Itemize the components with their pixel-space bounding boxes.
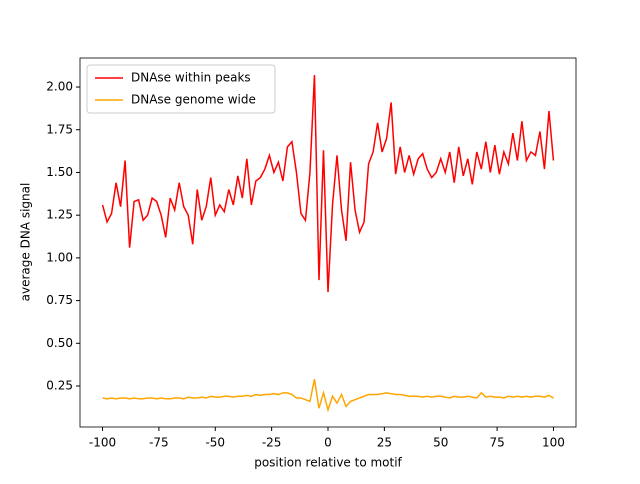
y-axis-label: average DNA signal xyxy=(19,183,33,302)
x-tick-label: -25 xyxy=(262,436,282,450)
y-tick-label: 1.50 xyxy=(46,165,73,179)
x-tick-label: 50 xyxy=(433,436,448,450)
x-tick-label: 75 xyxy=(489,436,504,450)
y-tick-label: 0.75 xyxy=(46,293,73,307)
legend-box xyxy=(86,64,276,114)
y-tick-label: 1.75 xyxy=(46,122,73,136)
y-tick-label: 2.00 xyxy=(46,80,73,94)
y-tick-label: 0.50 xyxy=(46,336,73,350)
x-tick-label: -100 xyxy=(89,436,116,450)
x-tick-label: -50 xyxy=(205,436,225,450)
legend-label: DNAse within peaks xyxy=(131,71,251,85)
x-tick-label: 0 xyxy=(324,436,332,450)
plot-frame xyxy=(79,57,577,428)
y-tick-label: 1.00 xyxy=(46,250,73,264)
data-line xyxy=(102,379,554,413)
x-tick-label: -75 xyxy=(149,436,169,450)
data-line xyxy=(101,75,555,293)
y-tick-label: 0.25 xyxy=(46,379,73,393)
x-tick-label: 25 xyxy=(377,436,392,450)
y-tick-label: 1.25 xyxy=(46,208,73,222)
x-axis-label: position relative to motif xyxy=(254,456,402,470)
x-tick-label: 100 xyxy=(542,436,565,450)
legend-label: DNAse genome wide xyxy=(131,93,256,107)
